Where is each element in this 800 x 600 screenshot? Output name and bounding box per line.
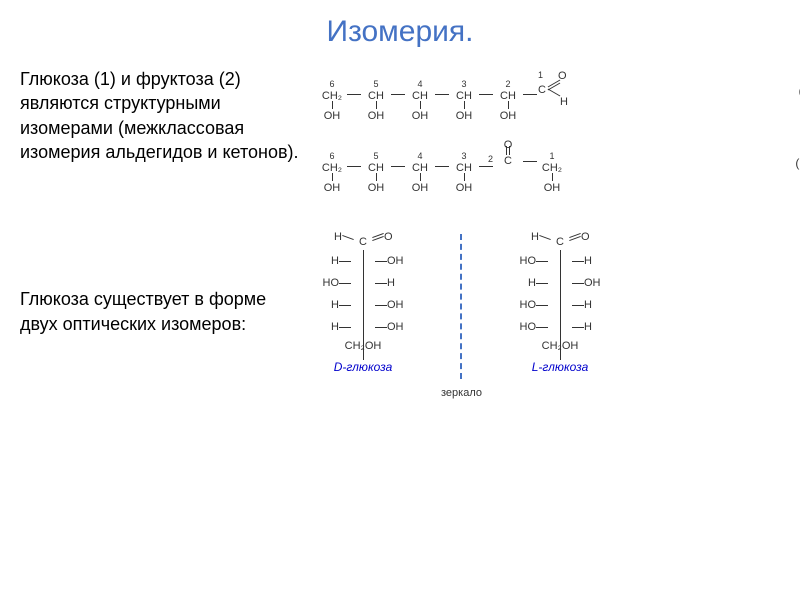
carbon-unit: 5CHOH [354,151,398,194]
paragraph-isomers: Глюкоза (1) и фруктоза (2) являются стру… [20,67,310,164]
ketone-group: O2C [486,144,530,194]
fischer-label: L-глюкоза [532,360,589,374]
cho-group: HCO [322,224,404,250]
fischer-row: HOH [512,250,608,272]
mirror-line [460,234,463,379]
d-glucose-fischer: HCOHOHHOHHOHHOHCH₂OHD-глюкоза [315,224,411,374]
glucose-linear-formula: 6CH₂OH5CHOH4CHOH3CHOH2CHOH1COH(I) [310,72,780,122]
carbon-unit: 1CH₂OH [530,151,574,194]
lower-section: Глюкоза существует в форме двух оптическ… [20,224,780,399]
fructose-linear-formula: 6CH₂OH5CHOH4CHOH3CHOHO2C1CH₂OH(II) [310,144,780,194]
fischer-row: HOH [315,316,411,338]
carbon-unit: 2CHOH [486,79,530,122]
paragraph-optical: Глюкоза существует в форме двух оптическ… [20,287,300,336]
roman-two: (II) [795,156,800,170]
cho-group: HCO [519,224,601,250]
fischer-row: HOH [512,316,608,338]
mirror-label: зеркало [441,387,482,399]
carbon-unit: 4CHOH [398,79,442,122]
linear-formulas: 6CH₂OH5CHOH4CHOH3CHOH2CHOH1COH(I) 6CH₂OH… [310,67,780,194]
upper-section: Глюкоза (1) и фруктоза (2) являются стру… [20,67,780,194]
fischer-row: HOH [315,294,411,316]
page-title: Изомерия. [20,15,780,49]
fischer-label: D-глюкоза [334,360,393,374]
fischer-row: HOH [315,250,411,272]
mirror-divider: зеркало [441,224,482,399]
fischer-row: HOH [512,272,608,294]
carbon-unit: 6CH₂OH [310,151,354,194]
fischer-row: HOH [315,272,411,294]
carbon-unit: 6CH₂OH [310,79,354,122]
carbon-unit: 3CHOH [442,151,486,194]
carbon-unit: 5CHOH [354,79,398,122]
fischer-row: HOH [512,294,608,316]
aldehyde-group: 1COH [530,72,574,122]
l-glucose-fischer: HCOHOHHOHHOHHOHCH₂OHL-глюкоза [512,224,608,374]
fischer-projections: HCOHOHHOHHOHHOHCH₂OHD-глюкоза зеркало HC… [300,224,608,399]
carbon-unit: 3CHOH [442,79,486,122]
carbon-unit: 4CHOH [398,151,442,194]
